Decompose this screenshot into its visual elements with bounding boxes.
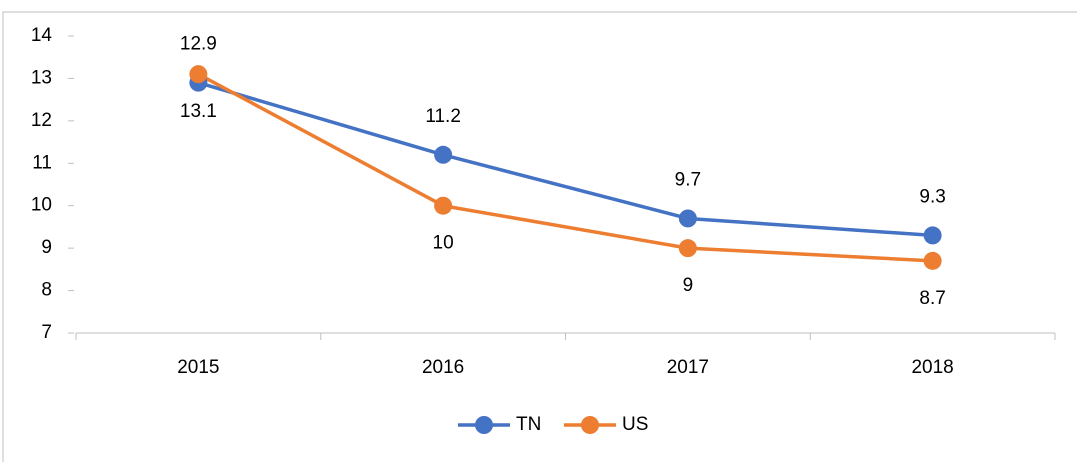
y-tick-label: 9 (41, 237, 52, 258)
data-point (923, 226, 942, 245)
legend-label: TN (516, 414, 541, 435)
legend-label: US (622, 414, 648, 435)
y-tick-label: 7 (41, 322, 52, 343)
series-line (197, 80, 933, 238)
data-label: 12.9 (180, 34, 217, 55)
data-point (678, 209, 697, 228)
y-tick-label: 14 (31, 25, 53, 46)
legend-swatch-marker (581, 416, 599, 434)
data-point (434, 196, 453, 215)
y-tick-label: 12 (31, 110, 52, 131)
data-label: 8.7 (919, 288, 945, 309)
y-tick-label: 8 (41, 280, 52, 301)
data-label: 9.3 (919, 186, 945, 207)
y-tick-label: 10 (31, 195, 52, 216)
data-label: 13.1 (180, 101, 217, 122)
y-tick-label: 13 (31, 67, 52, 88)
x-tick-label: 2016 (422, 357, 464, 378)
data-point (434, 145, 453, 164)
data-label: 9.7 (675, 169, 701, 190)
x-tick-label: 2018 (911, 357, 953, 378)
data-point (189, 65, 208, 84)
y-tick-label: 11 (32, 152, 52, 173)
series-line (197, 72, 933, 263)
data-point (923, 251, 942, 270)
data-label: 11.2 (425, 106, 461, 127)
data-label: 10 (433, 233, 454, 254)
legend-swatch-marker (475, 416, 493, 434)
data-label: 9 (683, 275, 694, 296)
x-tick-label: 2015 (177, 357, 219, 378)
chart-border (2, 11, 1077, 462)
data-point (678, 239, 697, 258)
x-tick-label: 2017 (667, 357, 709, 378)
